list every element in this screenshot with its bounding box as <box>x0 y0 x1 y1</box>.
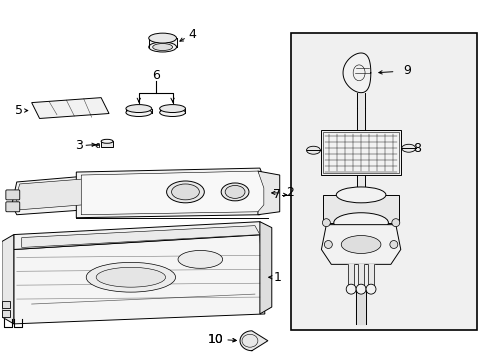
Bar <box>290 33 476 330</box>
Polygon shape <box>367 264 373 289</box>
Ellipse shape <box>148 42 176 52</box>
Polygon shape <box>148 38 176 47</box>
Ellipse shape <box>160 105 185 113</box>
FancyBboxPatch shape <box>6 202 20 212</box>
Text: 2: 2 <box>285 186 293 199</box>
Text: $\rightarrow$: $\rightarrow$ <box>89 141 99 150</box>
Circle shape <box>322 219 330 227</box>
Ellipse shape <box>171 184 199 200</box>
FancyBboxPatch shape <box>6 190 20 200</box>
Circle shape <box>355 284 366 294</box>
Polygon shape <box>356 93 365 108</box>
Polygon shape <box>347 264 353 289</box>
Circle shape <box>366 284 375 294</box>
Polygon shape <box>321 225 400 264</box>
Polygon shape <box>32 98 109 118</box>
Polygon shape <box>76 168 267 218</box>
Ellipse shape <box>166 181 204 203</box>
Ellipse shape <box>86 262 175 292</box>
Ellipse shape <box>126 109 151 117</box>
Polygon shape <box>259 222 271 314</box>
Ellipse shape <box>96 267 165 287</box>
Text: 5: 5 <box>15 104 23 117</box>
Ellipse shape <box>148 33 176 43</box>
Polygon shape <box>81 171 264 215</box>
Circle shape <box>389 240 397 248</box>
Polygon shape <box>16 179 87 210</box>
Polygon shape <box>356 175 365 195</box>
Ellipse shape <box>333 213 387 233</box>
Ellipse shape <box>401 144 415 152</box>
Polygon shape <box>14 222 264 249</box>
Text: 3: 3 <box>75 139 83 152</box>
Polygon shape <box>14 235 264 324</box>
Ellipse shape <box>224 185 244 198</box>
Ellipse shape <box>101 139 113 143</box>
Text: 4: 4 <box>188 28 196 41</box>
Ellipse shape <box>126 105 151 113</box>
Text: 1: 1 <box>273 271 281 284</box>
Polygon shape <box>160 109 185 113</box>
Polygon shape <box>12 176 91 215</box>
Circle shape <box>391 219 399 227</box>
Ellipse shape <box>341 235 380 253</box>
Ellipse shape <box>152 44 172 50</box>
Ellipse shape <box>178 251 222 268</box>
Ellipse shape <box>221 183 248 201</box>
Text: 8: 8 <box>412 142 420 155</box>
Polygon shape <box>2 310 10 317</box>
Circle shape <box>346 284 355 294</box>
Polygon shape <box>126 109 151 113</box>
Ellipse shape <box>306 146 320 154</box>
Bar <box>323 132 398 173</box>
Polygon shape <box>257 171 279 215</box>
Text: a: a <box>95 141 100 150</box>
Circle shape <box>324 240 332 248</box>
Bar <box>321 130 400 175</box>
Polygon shape <box>357 264 364 289</box>
Bar <box>323 195 398 223</box>
Polygon shape <box>355 289 366 324</box>
Polygon shape <box>21 226 259 247</box>
Polygon shape <box>356 108 365 130</box>
Polygon shape <box>343 53 370 93</box>
Ellipse shape <box>160 109 185 117</box>
Text: 10: 10 <box>207 333 223 346</box>
Polygon shape <box>240 331 267 351</box>
Text: 10: 10 <box>207 333 223 346</box>
Text: 6: 6 <box>151 69 159 82</box>
Ellipse shape <box>336 187 385 203</box>
Text: 7: 7 <box>272 188 280 201</box>
Bar <box>101 141 113 147</box>
Polygon shape <box>2 235 14 324</box>
Polygon shape <box>2 301 10 308</box>
Text: 9: 9 <box>402 64 410 77</box>
